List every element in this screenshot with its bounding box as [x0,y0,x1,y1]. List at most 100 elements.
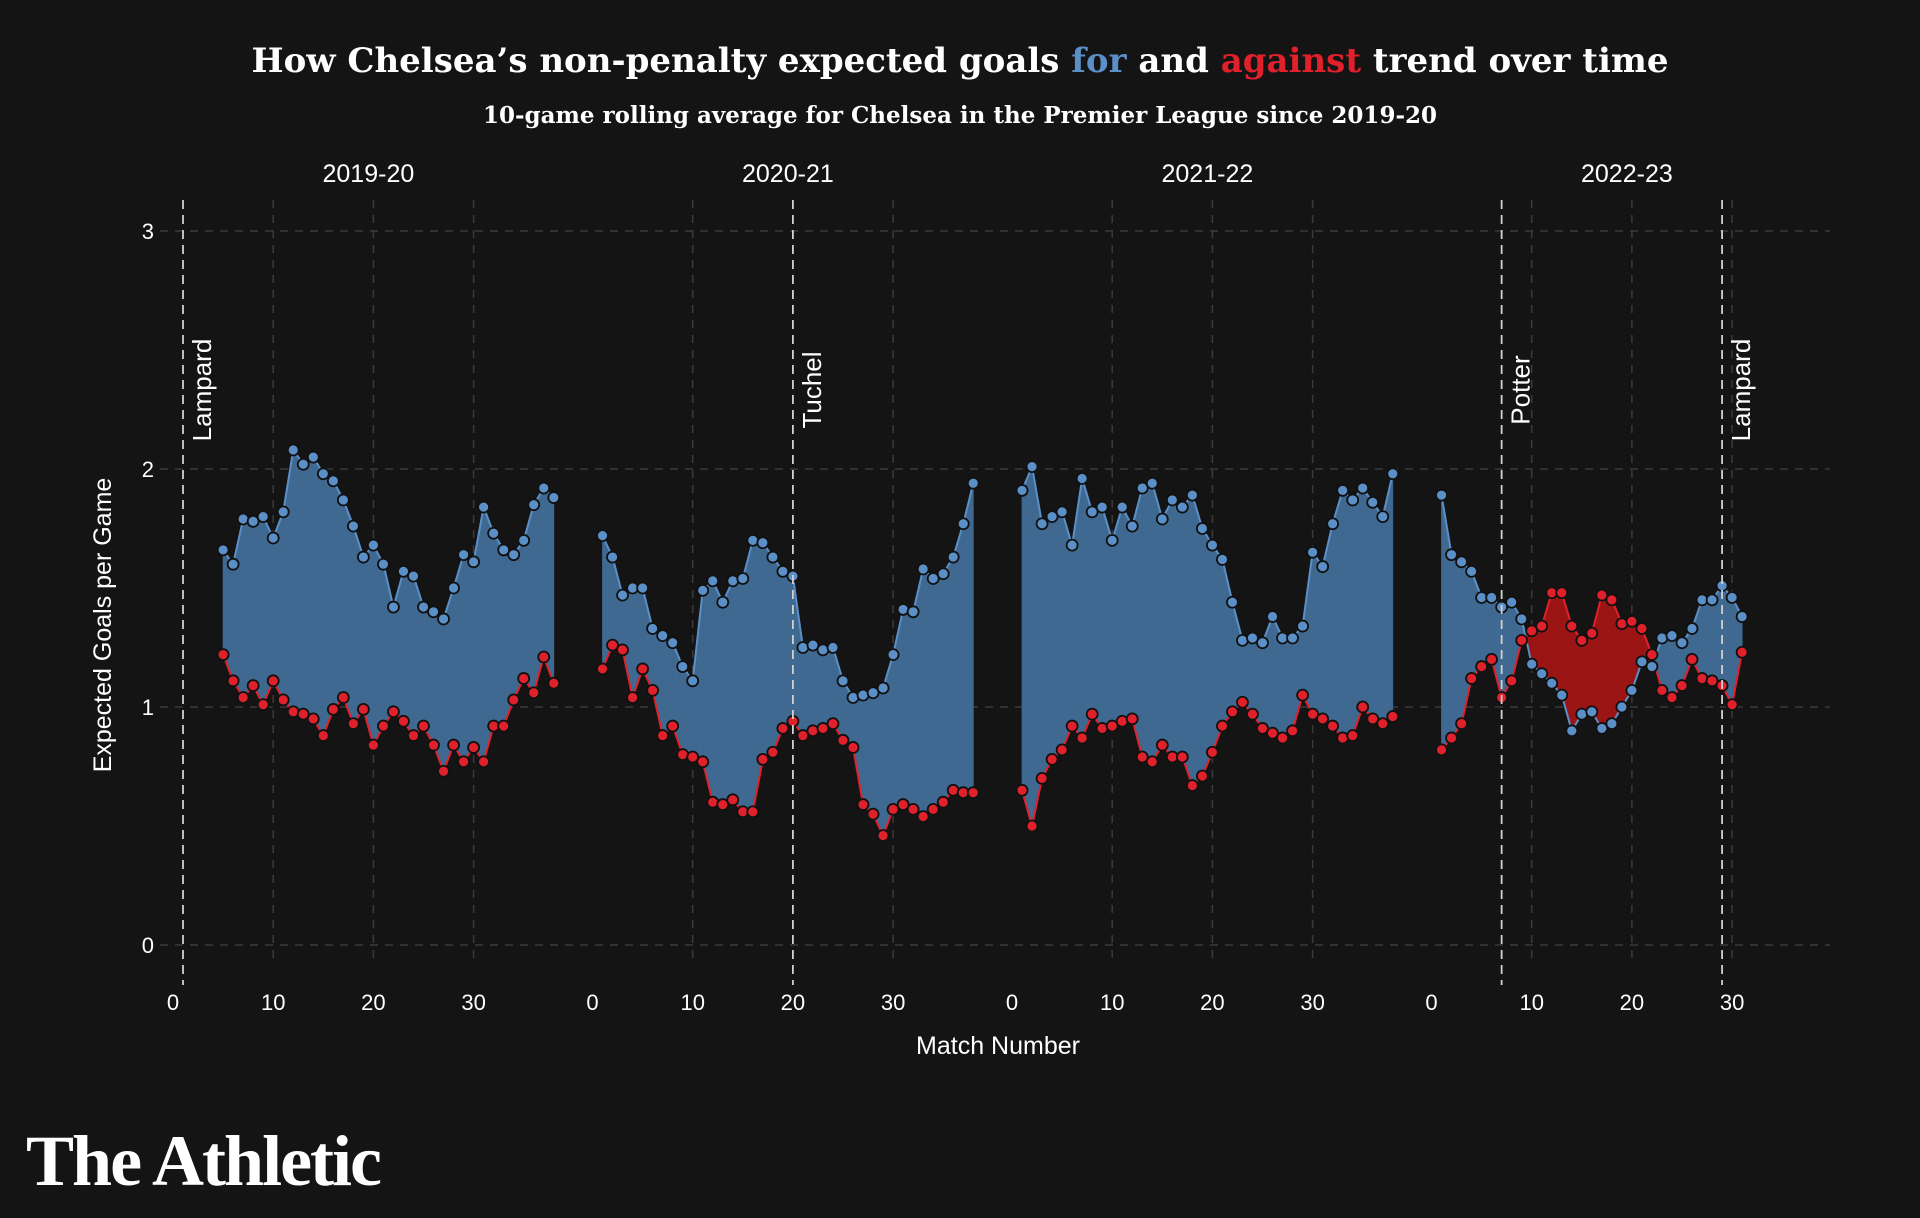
gap-area [282,449,294,713]
manager-label: Lampard [1726,339,1756,442]
xg-against-point [626,691,639,704]
xg-against-point [306,712,320,726]
y-tick-label: 1 [142,695,154,720]
x-tick-label: 20 [361,990,385,1015]
xg-for-point [1346,493,1360,507]
gap-area [1362,486,1374,720]
gap-area [942,555,954,804]
gap-area [952,523,964,794]
xg-for-point [1185,488,1199,502]
xg-against-point [397,714,410,728]
xg-for-point [1025,460,1039,474]
xg-against-point [1206,745,1219,759]
gap-area [892,609,904,810]
gap-area [1282,637,1293,739]
xg-for-point [616,588,629,602]
gap-area [932,573,944,811]
xg-for-point [1615,700,1629,714]
xg-for-point [377,557,390,571]
xg-against-point [1655,683,1669,697]
xg-against-point [756,752,770,766]
xg-for-point [1226,595,1239,609]
xg-for-point [756,536,770,550]
y-tick-label: 3 [142,219,154,244]
gap-area [622,587,633,698]
xg-against-point [437,764,450,778]
xg-for-point [956,517,970,531]
xg-against-point [816,722,830,735]
xg-against-point [1525,624,1539,638]
xg-for-point [417,600,430,614]
xg-against-point [336,691,350,704]
xg-against-point [1025,819,1039,833]
xg-for-point [1735,610,1749,623]
gap-area [1141,482,1153,763]
xg-against-point [1555,586,1569,600]
gap-area [1322,523,1334,727]
xg-for-point [806,638,820,652]
xg-against-point [1326,719,1340,733]
gap-area [1051,511,1063,761]
xg-for-point [1306,545,1319,559]
manager-label: Tuchel [797,351,827,428]
xg-against-point [1105,719,1119,733]
x-tick-label: 0 [586,990,598,1015]
xg-for-point [1356,481,1370,495]
xg-for-point [966,476,980,490]
xg-against-point [216,648,230,662]
manager-label: Lampard [187,339,217,442]
chart-title: How Chelsea’s non-penalty expected goals… [251,41,1668,81]
panel-label: 2019-20 [323,160,415,188]
xg-against-point [1705,674,1719,688]
xg-against-point [1216,719,1229,733]
gap-area [902,608,914,810]
xg-against-point [1535,619,1549,633]
xg-for-point [836,674,850,688]
gap-area [1091,506,1103,730]
xg-against-point [646,683,660,697]
gap-area [322,472,334,736]
panel-2020-21: 0 10 20 30 2020-21 Tuchel [586,160,980,1015]
xg-for-point [1635,655,1649,669]
xg-for-point [866,686,880,700]
gap-area [862,692,874,816]
xg-for-point [497,543,511,557]
xg-for-point [1545,676,1559,690]
xg-against-point [1376,717,1390,731]
y-tick-label: 0 [142,933,154,958]
xg-against-point [1575,633,1589,647]
xg-for-point [1376,510,1390,523]
xg-against-point [696,755,710,769]
xg-against-point [1725,698,1739,712]
xg-against-point [726,793,740,807]
gap-area [612,556,623,651]
x-tick-label: 10 [261,990,285,1015]
gap-area [1191,495,1203,787]
xg-against-point [846,741,860,754]
xg-against-point [387,705,400,719]
gap-area [1451,553,1462,740]
xg-against-point [656,729,670,742]
xg-for-point [606,550,619,564]
x-tick-label: 30 [1300,990,1324,1015]
x-tick-label: 30 [461,990,485,1015]
xg-for-point [1246,631,1259,645]
xg-for-point [1535,667,1549,681]
xg-for-point [1386,467,1400,481]
gap-area [393,571,404,723]
xg-for-point [1135,481,1149,495]
xg-for-point [776,564,790,578]
title-text-start: How Chelsea’s non-penalty expected goals [251,41,1071,81]
xg-against-point [497,719,511,733]
xg-against-point [1455,717,1468,731]
gap-area [1441,495,1452,751]
xg-against-point [507,693,521,707]
xg-for-point [656,629,670,642]
xg-for-point [736,572,750,585]
xg-for-point [716,595,730,609]
gap-area [732,577,744,813]
gap-area [332,480,344,711]
xg-against-point [377,719,390,733]
xg-for-point [1515,612,1529,626]
